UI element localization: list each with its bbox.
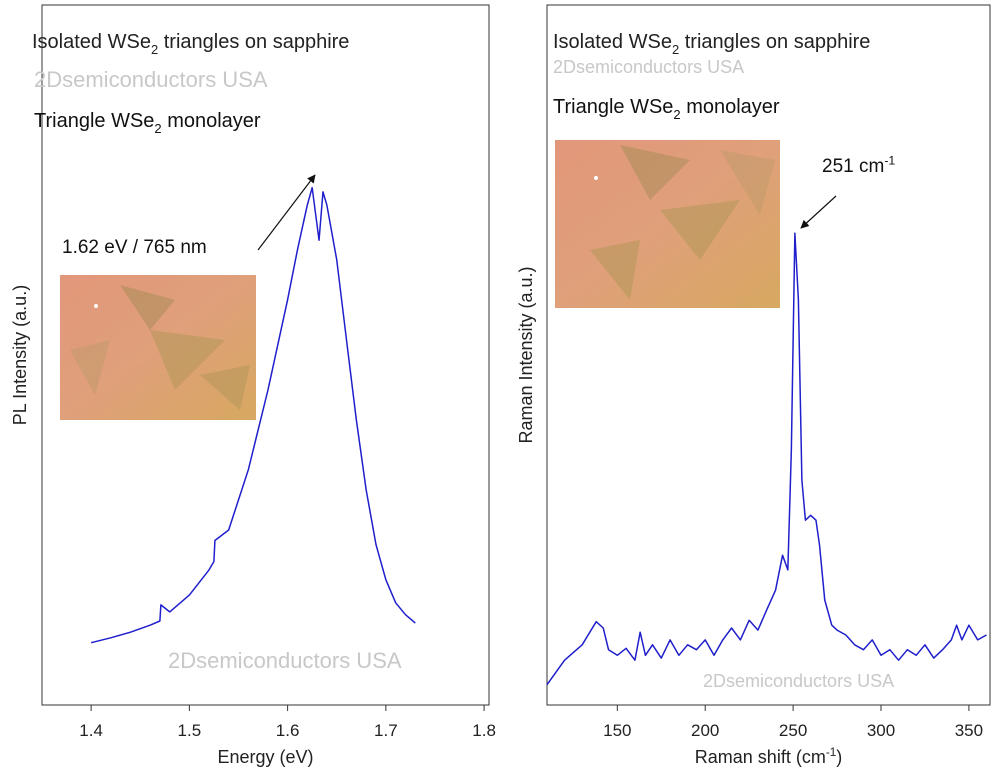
x-tick-label: 300 (867, 721, 895, 740)
annotation-arrow (257, 174, 316, 251)
annotation: Triangle WSe2 monolayer (553, 96, 780, 122)
text-run: 1.62 eV / 765 nm (62, 237, 207, 258)
annotation-arrow (800, 195, 837, 229)
annotation: 2Dsemiconductors USA (553, 57, 744, 77)
annotation: Isolated WSe2 triangles on sapphire (32, 31, 349, 57)
subscript: 2 (672, 42, 679, 57)
spectrum-line (90, 186, 416, 644)
x-tick-label: 1.5 (178, 721, 202, 740)
text-run: 2Dsemiconductors USA (553, 57, 744, 77)
text-run: ) (836, 747, 842, 767)
text-run: Isolated WSe (553, 31, 672, 53)
text-run: Isolated WSe (32, 31, 151, 53)
subscript: 2 (154, 121, 161, 136)
annotation: 1.62 eV / 765 nm (62, 237, 207, 258)
annotation: Triangle WSe2 monolayer (34, 110, 261, 136)
x-tick-label: 350 (955, 721, 983, 740)
supscript: -1 (884, 153, 895, 167)
y-axis-title: PL Intensity (a.u.) (10, 285, 30, 425)
text-run: Triangle WSe (34, 110, 154, 132)
annotation: 251 cm-1 (822, 153, 895, 177)
plot-frame (546, 4, 991, 706)
spectrum-line (546, 232, 987, 686)
x-tick-label: 1.6 (276, 721, 300, 740)
plot-frame (41, 4, 490, 706)
x-tick-label: 200 (691, 721, 719, 740)
x-tick-label: 150 (603, 721, 631, 740)
text-run: 251 cm (822, 156, 884, 177)
y-axis-title: Raman Intensity (a.u.) (516, 266, 536, 443)
annotation: 2Dsemiconductors USA (168, 648, 402, 673)
inset-photo (60, 275, 256, 420)
subscript: 2 (151, 42, 158, 57)
annotation: Isolated WSe2 triangles on sapphire (553, 31, 870, 57)
annotation: 2Dsemiconductors USA (703, 671, 894, 691)
text-run: Raman shift (cm (695, 747, 826, 767)
text-run: monolayer (162, 110, 261, 132)
subscript: 2 (673, 107, 680, 122)
text-run: triangles on sapphire (158, 31, 349, 53)
x-tick-label: 1.7 (374, 721, 398, 740)
text-run: Triangle WSe (553, 96, 673, 118)
x-axis-title: Energy (eV) (217, 747, 313, 767)
x-tick-label: 250 (779, 721, 807, 740)
x-tick-label: 1.4 (79, 721, 103, 740)
text-run: 2Dsemiconductors USA (703, 671, 894, 691)
x-tick-label: 1.8 (472, 721, 496, 740)
text-run: triangles on sapphire (679, 31, 870, 53)
inset-photo (555, 140, 780, 308)
supscript: -1 (826, 746, 836, 759)
x-axis-title: Raman shift (cm-1) (695, 746, 842, 767)
text-run: 2Dsemiconductors USA (168, 648, 402, 673)
text-run: monolayer (681, 96, 780, 118)
text-run: 2Dsemiconductors USA (34, 67, 268, 92)
annotation: 2Dsemiconductors USA (34, 67, 268, 92)
